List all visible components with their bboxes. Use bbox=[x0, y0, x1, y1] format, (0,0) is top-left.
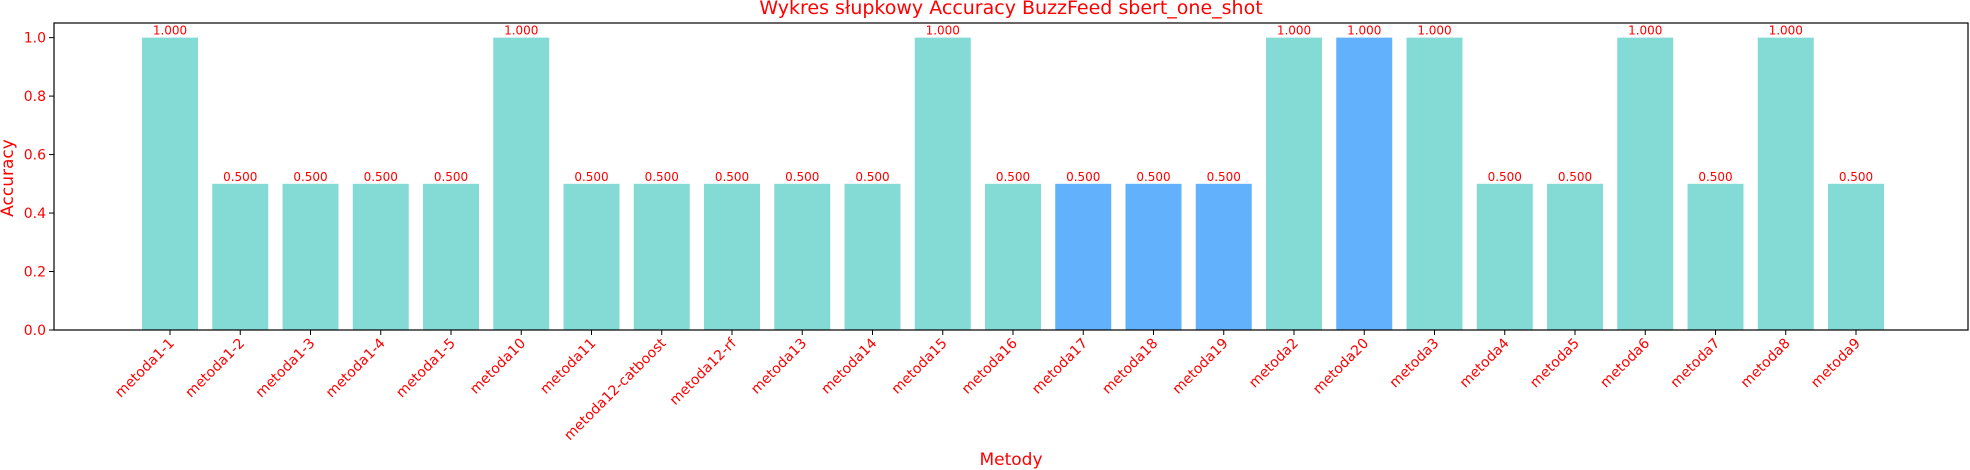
x-tick-label-metoda17: metoda17 bbox=[1029, 336, 1091, 398]
value-label-metoda1-2: 0.500 bbox=[223, 170, 257, 184]
y-tick-label: 0.4 bbox=[24, 206, 46, 222]
x-tick-label-metoda1-5: metoda1-5 bbox=[393, 336, 459, 402]
bar-metoda13 bbox=[774, 183, 831, 330]
bar-metoda4 bbox=[1476, 183, 1533, 330]
y-tick-label: 1.0 bbox=[24, 31, 46, 47]
value-label-metoda11: 0.500 bbox=[574, 170, 608, 184]
value-label-metoda7: 0.500 bbox=[1698, 170, 1732, 184]
value-label-metoda1-4: 0.500 bbox=[364, 170, 398, 184]
value-label-metoda18: 0.500 bbox=[1136, 170, 1170, 184]
bar-metoda15 bbox=[914, 37, 971, 331]
value-label-metoda13: 0.500 bbox=[785, 170, 819, 184]
x-tick-label-metoda1-1: metoda1-1 bbox=[112, 336, 178, 402]
x-tick-label-metoda4: metoda4 bbox=[1457, 335, 1513, 391]
y-axis-ticks: 0.0 0.2 0.4 0.6 0.8 1.0 bbox=[24, 31, 54, 339]
x-tick-label-metoda2: metoda2 bbox=[1246, 336, 1302, 392]
bar-metoda11 bbox=[563, 183, 620, 330]
bar-metoda3 bbox=[1406, 37, 1463, 331]
bar-metoda9 bbox=[1828, 183, 1884, 330]
value-label-metoda20: 1.000 bbox=[1347, 24, 1381, 38]
x-tick-label-metoda7: metoda7 bbox=[1668, 336, 1724, 392]
plot-frame bbox=[53, 22, 1969, 331]
bar-metoda1-1 bbox=[142, 37, 198, 331]
bar-metoda14 bbox=[844, 183, 901, 330]
x-tick-label-metoda16: metoda16 bbox=[959, 335, 1021, 397]
value-label-metoda2: 1.000 bbox=[1277, 24, 1311, 38]
x-axis-ticks: metoda1-1 metoda1-2 metoda1-3 metoda1-4 meto… bbox=[112, 330, 1864, 444]
x-tick-label-metoda1-2: metoda1-2 bbox=[183, 336, 249, 402]
y-tick-label: 0.8 bbox=[24, 89, 46, 105]
chart-title: Wykres słupkowy Accuracy BuzzFeed sbert_… bbox=[759, 0, 1262, 19]
y-tick-label: 0.2 bbox=[24, 265, 46, 281]
bar-metoda12-catboost bbox=[633, 183, 690, 330]
bar-metoda16 bbox=[985, 183, 1041, 330]
value-label-metoda16: 0.500 bbox=[996, 170, 1030, 184]
value-label-metoda9: 0.500 bbox=[1839, 170, 1873, 184]
x-tick-label-metoda20: metoda20 bbox=[1310, 336, 1372, 398]
x-tick-label-metoda8: metoda8 bbox=[1738, 336, 1794, 392]
bar-metoda8 bbox=[1757, 37, 1814, 331]
value-label-metoda15: 1.000 bbox=[926, 24, 960, 38]
bar-metoda1-2 bbox=[212, 183, 269, 330]
bar-metoda12-rf bbox=[704, 183, 760, 330]
bar-metoda17 bbox=[1055, 183, 1112, 330]
bar-metoda6 bbox=[1617, 37, 1674, 331]
x-tick-label-metoda3: metoda3 bbox=[1387, 336, 1443, 392]
bars-layer bbox=[142, 37, 1884, 331]
value-label-metoda12-catboost: 0.500 bbox=[645, 170, 679, 184]
x-tick-label-metoda1-4: metoda1-4 bbox=[323, 335, 389, 401]
value-label-metoda17: 0.500 bbox=[1066, 170, 1100, 184]
value-label-metoda5: 0.500 bbox=[1558, 170, 1592, 184]
bar-metoda19 bbox=[1195, 183, 1252, 330]
x-axis-label: Metody bbox=[979, 450, 1042, 470]
bar-metoda1-4 bbox=[352, 183, 409, 330]
bar-metoda2 bbox=[1266, 37, 1322, 331]
x-tick-label-metoda15: metoda15 bbox=[889, 336, 951, 398]
bar-metoda5 bbox=[1547, 183, 1603, 330]
value-label-metoda12-rf: 0.500 bbox=[715, 170, 749, 184]
value-labels-layer: 1.000 0.500 0.500 0.500 0.500 1.000 0.500 0.500… bbox=[153, 24, 1873, 184]
value-label-metoda10: 1.000 bbox=[504, 24, 538, 38]
x-tick-label-metoda6: metoda6 bbox=[1597, 335, 1653, 391]
x-tick-label-metoda5: metoda5 bbox=[1527, 336, 1583, 392]
bar-metoda18 bbox=[1125, 183, 1182, 330]
value-label-metoda1-5: 0.500 bbox=[434, 170, 468, 184]
value-label-metoda3: 1.000 bbox=[1417, 24, 1451, 38]
x-tick-label-metoda18: metoda18 bbox=[1099, 336, 1161, 398]
value-label-metoda1-1: 1.000 bbox=[153, 24, 187, 38]
value-label-metoda14: 0.500 bbox=[855, 170, 889, 184]
x-tick-label-metoda14: metoda14 bbox=[818, 335, 880, 397]
y-axis-label: Accuracy bbox=[0, 139, 18, 217]
bar-metoda20 bbox=[1336, 37, 1393, 331]
y-tick-label: 0.6 bbox=[24, 148, 46, 164]
value-label-metoda8: 1.000 bbox=[1769, 24, 1803, 38]
x-tick-label-metoda1-3: metoda1-3 bbox=[253, 336, 319, 402]
x-tick-label-metoda9: metoda9 bbox=[1808, 336, 1864, 392]
value-label-metoda1-3: 0.500 bbox=[293, 170, 327, 184]
bar-metoda1-3 bbox=[282, 183, 339, 330]
bar-metoda1-5 bbox=[423, 183, 479, 330]
y-tick-label: 0.0 bbox=[24, 323, 46, 339]
bar-metoda7 bbox=[1687, 183, 1744, 330]
x-tick-label-metoda19: metoda19 bbox=[1170, 336, 1232, 398]
value-label-metoda19: 0.500 bbox=[1207, 170, 1241, 184]
x-tick-label-metoda13: metoda13 bbox=[748, 336, 810, 398]
value-label-metoda6: 1.000 bbox=[1628, 24, 1662, 38]
bar-metoda10 bbox=[493, 37, 550, 331]
x-tick-label-metoda10: metoda10 bbox=[467, 336, 529, 398]
x-tick-label-metoda11: metoda11 bbox=[537, 336, 599, 398]
value-label-metoda4: 0.500 bbox=[1488, 170, 1522, 184]
x-tick-label-metoda12-rf: metoda12-rf bbox=[667, 335, 741, 409]
